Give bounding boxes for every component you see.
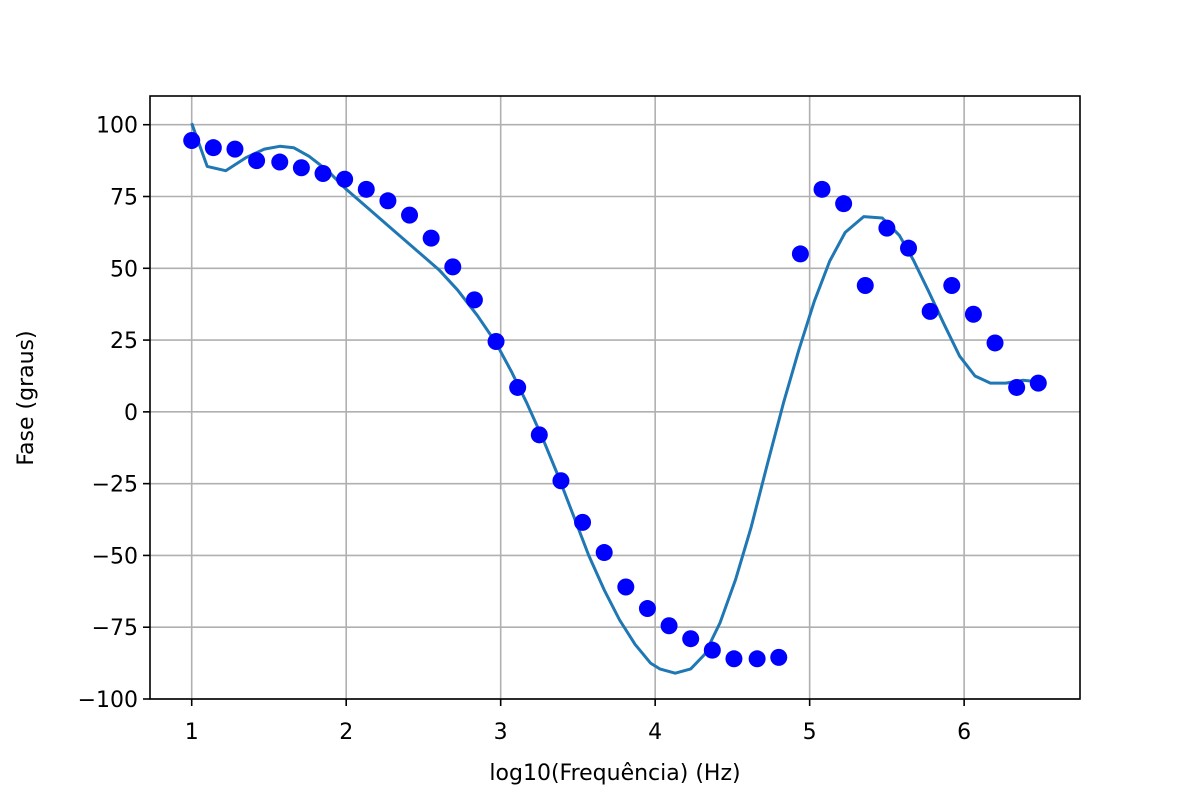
data-point (900, 239, 918, 257)
x-tick-label: 5 (803, 720, 817, 745)
data-point (314, 165, 332, 183)
y-tick-label: −100 (78, 688, 138, 713)
data-point (487, 333, 505, 351)
data-point (703, 641, 721, 659)
data-point (401, 206, 419, 224)
y-axis-label: Fase (graus) (14, 330, 39, 465)
data-point (986, 334, 1004, 352)
y-tick-label: 0 (124, 401, 138, 426)
data-point (552, 472, 570, 490)
data-point (770, 648, 788, 666)
y-tick-label: −50 (92, 544, 138, 569)
data-point (617, 578, 635, 596)
data-point (748, 650, 766, 668)
y-tick-label: 100 (96, 114, 138, 139)
data-point (878, 219, 896, 237)
axis-ticks: 1 2 3 4 5 6 −100 −75 −50 −25 0 25 50 75 100 (78, 114, 972, 745)
data-point (574, 513, 592, 531)
data-point (422, 229, 440, 247)
x-tick-label: 2 (339, 720, 353, 745)
data-point (595, 544, 613, 562)
data-point (336, 170, 354, 188)
data-point (660, 617, 678, 635)
grid-lines (150, 96, 1080, 700)
y-tick-label: 75 (110, 186, 138, 211)
y-tick-label: −75 (92, 616, 138, 641)
x-tick-label: 1 (185, 720, 199, 745)
x-tick-label: 3 (494, 720, 508, 745)
data-point (465, 291, 483, 309)
plot-series (183, 122, 1047, 675)
x-axis-label: log10(Frequência) (Hz) (489, 761, 740, 786)
data-point (725, 650, 743, 668)
data-point (813, 180, 831, 198)
y-tick-label: 25 (110, 329, 138, 354)
data-point (682, 630, 700, 648)
data-point (638, 600, 656, 618)
data-point (856, 277, 874, 295)
x-tick-label: 4 (648, 720, 662, 745)
plot-frame (149, 95, 1081, 700)
data-point (271, 153, 289, 171)
data-point (204, 139, 222, 157)
data-point (964, 305, 982, 323)
x-tick-label: 6 (957, 720, 971, 745)
data-point (357, 180, 375, 198)
fit-line (190, 122, 1039, 675)
data-point (921, 302, 939, 320)
data-point (183, 132, 201, 150)
data-point (943, 277, 961, 295)
data-point (1029, 374, 1047, 392)
data-point (791, 245, 809, 263)
data-point (444, 258, 462, 276)
data-point (835, 195, 853, 213)
data-point (226, 140, 244, 158)
data-point (1008, 378, 1026, 396)
data-point (530, 426, 548, 444)
data-point (509, 378, 527, 396)
data-point (379, 192, 397, 210)
y-tick-label: 50 (110, 257, 138, 282)
data-point (292, 159, 310, 177)
y-tick-label: −25 (92, 473, 138, 498)
data-point (248, 152, 266, 170)
